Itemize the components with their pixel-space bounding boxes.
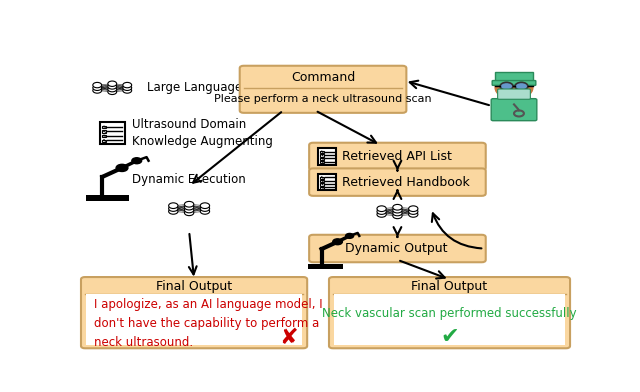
Bar	[317, 174, 337, 191]
Circle shape	[123, 82, 132, 88]
Circle shape	[393, 210, 402, 216]
FancyBboxPatch shape	[309, 143, 486, 170]
Bar	[86, 294, 301, 345]
Bar	[320, 158, 324, 160]
Circle shape	[408, 206, 418, 212]
Text: Neck vascular scan performed successfully: Neck vascular scan performed successfull…	[322, 307, 577, 320]
Circle shape	[500, 82, 513, 90]
Circle shape	[515, 82, 528, 90]
Bar	[86, 195, 129, 201]
Bar	[320, 151, 324, 153]
Bar	[320, 154, 324, 157]
Text: Dynamic Output: Dynamic Output	[346, 242, 448, 255]
Text: ✘: ✘	[279, 328, 298, 348]
FancyBboxPatch shape	[81, 277, 307, 348]
Circle shape	[408, 209, 418, 214]
Circle shape	[408, 212, 418, 217]
Bar	[102, 140, 106, 142]
Circle shape	[377, 212, 387, 217]
Text: Final Output: Final Output	[156, 280, 232, 293]
Circle shape	[93, 88, 102, 93]
Polygon shape	[495, 72, 533, 83]
Circle shape	[377, 209, 387, 214]
FancyBboxPatch shape	[240, 66, 406, 113]
Bar	[100, 122, 125, 144]
Circle shape	[393, 213, 402, 219]
Circle shape	[168, 206, 178, 211]
Text: Retrieved API List: Retrieved API List	[342, 150, 452, 163]
Circle shape	[393, 205, 402, 210]
Circle shape	[108, 89, 116, 94]
Bar	[308, 264, 343, 269]
Circle shape	[184, 210, 194, 216]
FancyBboxPatch shape	[309, 235, 486, 262]
Circle shape	[168, 209, 178, 214]
Circle shape	[108, 87, 116, 92]
Bar	[320, 176, 324, 179]
Text: I apologize, as an AI language model, I
don't have the capability to perform a
n: I apologize, as an AI language model, I …	[94, 298, 323, 350]
Circle shape	[200, 209, 210, 214]
Text: Retrieved Handbook: Retrieved Handbook	[342, 176, 470, 189]
Circle shape	[132, 158, 141, 164]
Circle shape	[333, 239, 342, 245]
Circle shape	[184, 201, 194, 207]
Circle shape	[123, 88, 132, 93]
Text: ✔: ✔	[440, 327, 459, 347]
Bar	[102, 135, 106, 138]
Text: Large Language Model: Large Language Model	[147, 81, 282, 94]
Circle shape	[116, 164, 128, 171]
Circle shape	[123, 85, 132, 91]
FancyBboxPatch shape	[329, 277, 570, 348]
Bar	[317, 148, 337, 165]
FancyBboxPatch shape	[491, 99, 537, 121]
FancyBboxPatch shape	[309, 169, 486, 196]
Circle shape	[93, 85, 102, 91]
Bar	[320, 161, 324, 163]
Circle shape	[346, 234, 354, 238]
Circle shape	[377, 206, 387, 212]
FancyBboxPatch shape	[498, 89, 531, 99]
Circle shape	[108, 81, 116, 86]
Bar	[320, 180, 324, 182]
Circle shape	[200, 203, 210, 209]
Circle shape	[93, 82, 102, 88]
Bar	[102, 126, 106, 129]
Text: Dynamic Execution: Dynamic Execution	[132, 173, 246, 186]
Circle shape	[168, 203, 178, 209]
Circle shape	[495, 76, 533, 99]
Circle shape	[393, 207, 402, 213]
Text: Please perform a neck ultrasound scan: Please perform a neck ultrasound scan	[214, 94, 432, 103]
Text: Final Output: Final Output	[412, 280, 488, 293]
Text: Ultrasound Domain
Knowledge Augmenting: Ultrasound Domain Knowledge Augmenting	[132, 118, 273, 148]
FancyBboxPatch shape	[492, 80, 536, 85]
Bar	[320, 183, 324, 186]
Circle shape	[184, 207, 194, 213]
Text: Command: Command	[291, 71, 355, 84]
Bar	[320, 187, 324, 189]
Circle shape	[200, 206, 210, 211]
Bar	[102, 131, 106, 133]
Circle shape	[184, 204, 194, 210]
Bar	[335, 294, 564, 345]
Circle shape	[108, 84, 116, 89]
